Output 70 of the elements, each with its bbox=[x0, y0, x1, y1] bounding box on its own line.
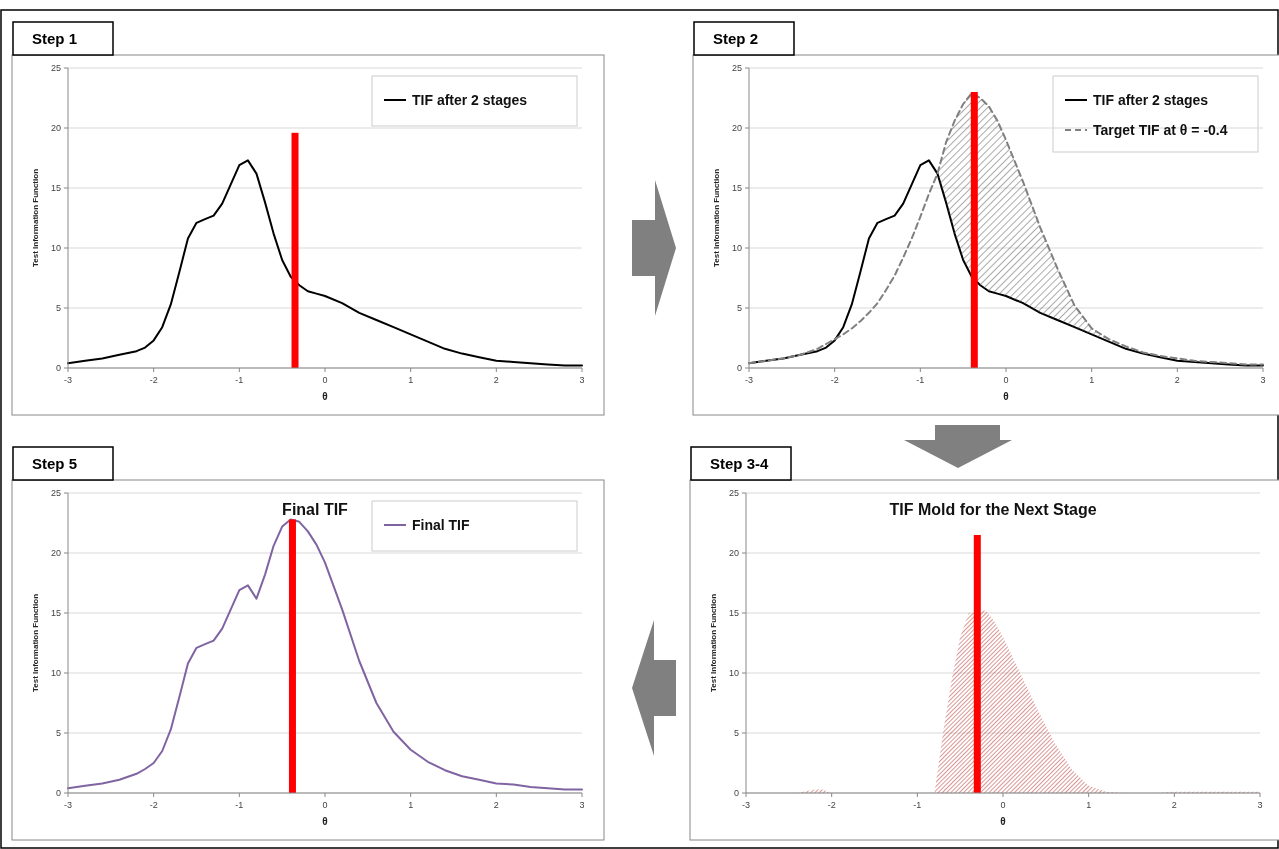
y-tick-label: 0 bbox=[55, 363, 61, 374]
y-axis-title: Test Information Function bbox=[31, 593, 40, 693]
x-tick-label: -1 bbox=[235, 800, 244, 810]
text: Step 3-4 bbox=[710, 455, 770, 472]
x-tick-label: 2 bbox=[1171, 800, 1177, 810]
y-tick-label: 25 bbox=[50, 488, 61, 499]
y-tick-label: 25 bbox=[728, 488, 739, 499]
x-tick-label: 3 bbox=[1260, 375, 1266, 385]
y-tick-label: 10 bbox=[50, 243, 61, 254]
x-axis-title: θ bbox=[322, 816, 328, 827]
y-axis-title: Test Information Function bbox=[712, 168, 721, 268]
text: Final TIF bbox=[282, 501, 349, 518]
x-tick-label: 2 bbox=[493, 800, 499, 810]
y-tick-label: 5 bbox=[733, 728, 739, 739]
x-axis-title: θ bbox=[1003, 391, 1009, 402]
x-tick-label: 1 bbox=[1086, 800, 1092, 810]
y-tick-label: 5 bbox=[55, 303, 61, 314]
text: Step 2 bbox=[713, 30, 759, 47]
y-tick-label: 10 bbox=[50, 668, 61, 679]
y-tick-label: 0 bbox=[733, 788, 739, 799]
text: Step 5 bbox=[32, 455, 78, 472]
x-tick-label: 2 bbox=[1174, 375, 1180, 385]
x-tick-label: 0 bbox=[1000, 800, 1006, 810]
legend-label: Target TIF at θ = -0.4 bbox=[1093, 121, 1228, 138]
x-tick-label: -1 bbox=[235, 375, 244, 385]
y-tick-label: 15 bbox=[728, 608, 739, 619]
y-tick-label: 15 bbox=[731, 183, 742, 194]
y-tick-label: 0 bbox=[736, 363, 742, 374]
x-tick-label: -2 bbox=[149, 800, 158, 810]
x-tick-label: 3 bbox=[1257, 800, 1263, 810]
x-tick-label: -2 bbox=[830, 375, 839, 385]
legend-label: TIF after 2 stages bbox=[1093, 91, 1209, 108]
x-tick-label: 1 bbox=[408, 375, 414, 385]
x-axis-title: θ bbox=[322, 391, 328, 402]
x-tick-label: 0 bbox=[322, 375, 328, 385]
x-tick-label: -3 bbox=[63, 375, 73, 385]
text: Step 1 bbox=[32, 30, 78, 47]
y-tick-label: 20 bbox=[50, 123, 61, 134]
x-tick-label: -1 bbox=[913, 800, 922, 810]
x-axis-title: θ bbox=[1000, 816, 1006, 827]
x-tick-label: 3 bbox=[579, 800, 585, 810]
x-tick-label: -3 bbox=[744, 375, 754, 385]
x-tick-label: -3 bbox=[741, 800, 751, 810]
y-tick-label: 0 bbox=[55, 788, 61, 799]
x-tick-label: 0 bbox=[1003, 375, 1009, 385]
x-tick-label: 1 bbox=[1089, 375, 1095, 385]
legend-label: TIF after 2 stages bbox=[412, 91, 528, 108]
x-tick-label: 2 bbox=[493, 375, 499, 385]
x-tick-label: -1 bbox=[916, 375, 925, 385]
x-tick-label: -3 bbox=[63, 800, 73, 810]
y-tick-label: 25 bbox=[50, 63, 61, 74]
x-tick-label: 0 bbox=[322, 800, 328, 810]
y-tick-label: 15 bbox=[50, 183, 61, 194]
y-tick-label: 15 bbox=[50, 608, 61, 619]
y-axis-title: Test Information Function bbox=[31, 168, 40, 268]
y-tick-label: 20 bbox=[728, 548, 739, 559]
x-tick-label: -2 bbox=[149, 375, 158, 385]
y-tick-label: 10 bbox=[731, 243, 742, 254]
text: TIF Mold for the Next Stage bbox=[889, 501, 1097, 518]
y-tick-label: 20 bbox=[731, 123, 742, 134]
legend-label: Final TIF bbox=[412, 516, 470, 533]
y-tick-label: 5 bbox=[736, 303, 742, 314]
x-tick-label: 3 bbox=[579, 375, 585, 385]
y-axis-title: Test Information Function bbox=[709, 593, 718, 693]
x-tick-label: 1 bbox=[408, 800, 414, 810]
y-tick-label: 10 bbox=[728, 668, 739, 679]
y-tick-label: 20 bbox=[50, 548, 61, 559]
y-tick-label: 25 bbox=[731, 63, 742, 74]
x-tick-label: -2 bbox=[827, 800, 836, 810]
y-tick-label: 5 bbox=[55, 728, 61, 739]
